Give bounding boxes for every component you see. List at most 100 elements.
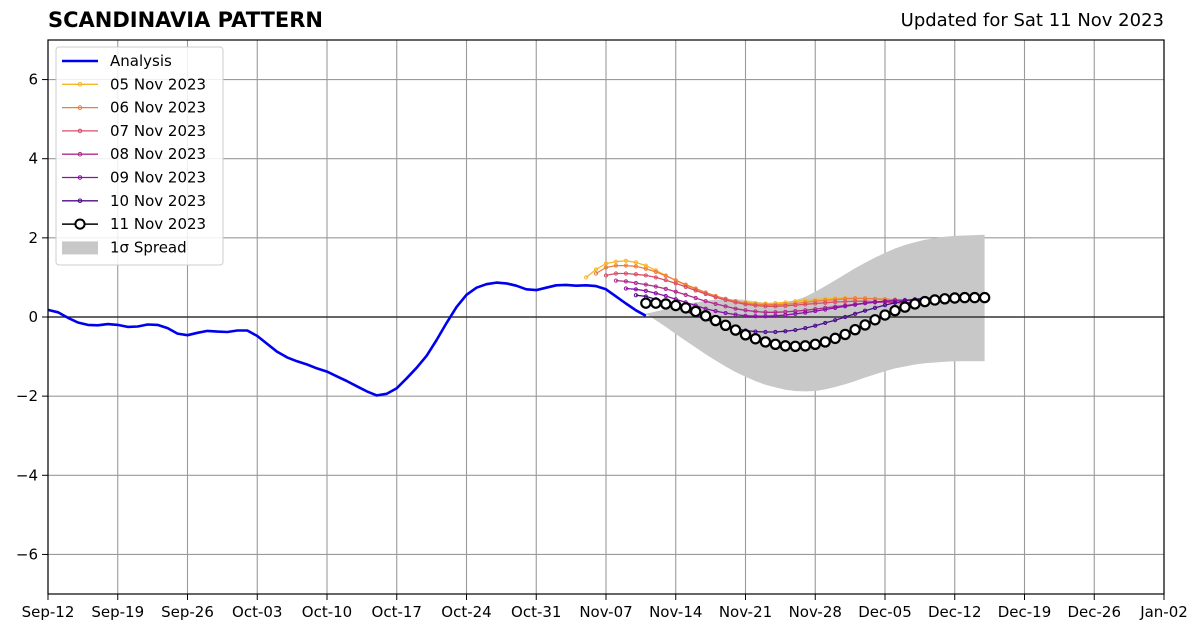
x-tick-label: Oct-10 (302, 603, 352, 621)
data-point (733, 300, 738, 305)
x-tick-label: Sep-26 (161, 603, 214, 621)
data-point (793, 303, 798, 308)
data-point (839, 328, 851, 341)
data-point (633, 264, 638, 269)
data-point (978, 291, 991, 304)
legend-entry: 07 Nov 2023 (62, 122, 206, 140)
legend-label: Analysis (110, 52, 172, 70)
data-point (653, 275, 658, 280)
data-point (643, 282, 648, 287)
legend-label: 06 Nov 2023 (110, 99, 206, 117)
data-point (859, 319, 871, 331)
data-point (743, 308, 748, 313)
data-point (709, 314, 722, 327)
data-point (723, 310, 728, 316)
legend-label: 1σ Spread (110, 238, 187, 256)
data-point (763, 304, 768, 309)
x-tick-label: Dec-26 (1067, 603, 1121, 621)
data-point (899, 301, 911, 313)
legend-label: 10 Nov 2023 (110, 192, 206, 210)
data-point (683, 292, 688, 297)
x-tick-label: Oct-17 (372, 603, 422, 621)
data-point (663, 278, 668, 283)
y-tick-label: −4 (16, 466, 38, 484)
data-point (783, 329, 788, 334)
data-point (623, 258, 629, 263)
data-point (872, 299, 878, 305)
data-point (703, 291, 708, 297)
data-point (663, 293, 668, 299)
x-tick-label: Sep-19 (91, 603, 144, 621)
data-point (689, 305, 702, 318)
legend-label: 05 Nov 2023 (110, 75, 206, 93)
data-point (919, 295, 931, 308)
data-point (813, 301, 818, 306)
data-point (633, 260, 638, 265)
data-point (862, 308, 868, 313)
x-tick-label: Dec-12 (928, 603, 982, 621)
analysis-line (47, 281, 647, 397)
data-point (813, 299, 818, 304)
data-point (603, 265, 609, 270)
legend-label: 09 Nov 2023 (110, 169, 206, 187)
data-point (683, 282, 688, 287)
data-point (862, 301, 868, 306)
x-tick-label: Dec-05 (858, 603, 912, 621)
data-point (869, 314, 881, 326)
data-point (653, 291, 658, 296)
data-point (823, 320, 828, 326)
data-point (623, 263, 629, 268)
data-point (713, 308, 718, 314)
data-point (713, 295, 718, 300)
legend-swatch (62, 241, 98, 255)
data-point (872, 305, 878, 310)
data-point (640, 297, 652, 309)
y-tick-label: −6 (16, 545, 38, 563)
legend-entry: 06 Nov 2023 (62, 99, 206, 117)
data-point (633, 293, 638, 298)
data-point (959, 291, 971, 304)
data-point (673, 281, 678, 286)
data-point (892, 298, 898, 303)
y-tick-label: 6 (28, 71, 38, 89)
axis-layer: Sep-12 Sep-19 Sep-26 Oct-03 Oct-10 Oct-17 Oct-… (16, 39, 1188, 621)
x-tick-label: Oct-31 (511, 603, 561, 621)
data-point (663, 286, 668, 292)
legend-box (55, 46, 224, 266)
legend-marker (77, 175, 83, 180)
legend-entry: 1σ Spread (62, 238, 187, 256)
data-point (823, 300, 828, 305)
data-point (783, 312, 788, 318)
legend-marker (77, 82, 83, 87)
data-point (829, 332, 841, 345)
data-point (793, 311, 798, 316)
legend-label: 07 Nov 2023 (110, 122, 206, 140)
data-point (660, 298, 672, 310)
data-point (733, 306, 738, 311)
data-point (633, 280, 638, 286)
data-point (623, 279, 629, 284)
data-point (723, 304, 728, 309)
data-point (793, 327, 798, 333)
data-point (803, 325, 808, 331)
legend: Analysis 05 Nov 2023 06 Nov 2023 07 Nov 202… (55, 46, 224, 266)
data-point (623, 286, 629, 291)
data-point (813, 308, 818, 314)
data-point (849, 323, 861, 336)
legend-entry: 08 Nov 2023 (62, 145, 206, 163)
data-point (603, 261, 609, 266)
x-tick-label: Nov-14 (649, 603, 702, 621)
data-point (613, 278, 619, 283)
legend-label: 08 Nov 2023 (110, 145, 206, 163)
data-point (670, 299, 682, 312)
data-point (729, 324, 742, 336)
data-point (833, 297, 838, 302)
data-point (719, 319, 732, 332)
data-point (843, 304, 848, 309)
data-point (833, 305, 838, 310)
legend-marker (77, 105, 83, 110)
data-point (939, 293, 951, 305)
data-point (633, 287, 638, 292)
data-point (613, 259, 619, 264)
